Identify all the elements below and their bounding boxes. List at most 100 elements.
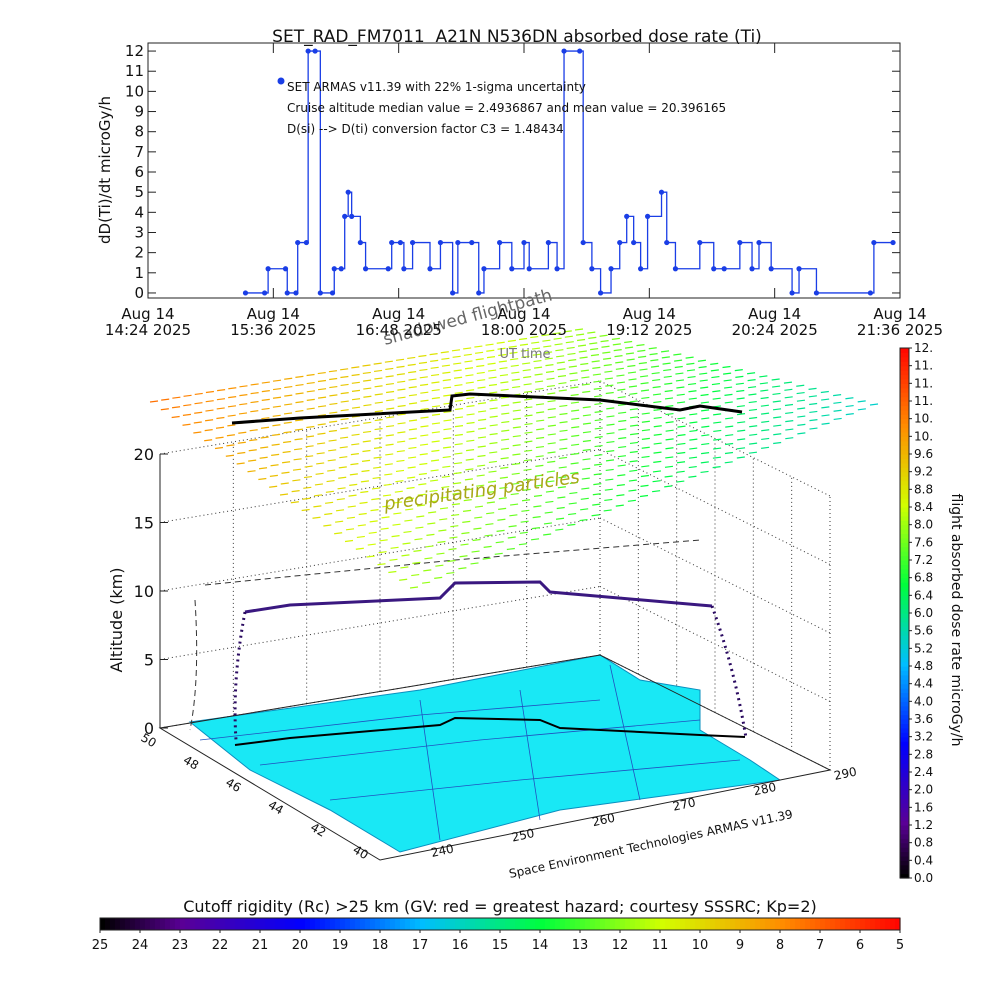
dose-layer-dash — [485, 523, 494, 526]
dose-layer-dash — [301, 508, 310, 512]
dose-layer-dash — [603, 509, 612, 512]
colorbar-cell — [900, 595, 909, 601]
dose-layer-dash — [653, 442, 662, 445]
colorbar-cell — [425, 918, 431, 930]
dose-layer-dash — [431, 413, 441, 416]
dose-layer-dash — [329, 377, 338, 381]
dose-layer-dash — [430, 469, 439, 472]
dose-layer-dash — [512, 435, 521, 438]
colorbar-cell — [900, 414, 909, 420]
dose-layer-dash — [345, 528, 355, 531]
dose-layer-dash — [564, 335, 573, 338]
dose-layer-dash — [594, 418, 603, 422]
dose-layer-dash — [249, 429, 258, 432]
y-tick-label: 6 — [134, 163, 144, 181]
dose-layer-dash — [697, 359, 706, 362]
data-point — [638, 266, 644, 272]
dose-layer-dash — [544, 351, 553, 354]
dose-layer-dash — [350, 453, 359, 456]
dose-layer-dash — [408, 402, 418, 405]
data-point — [624, 213, 630, 219]
colorbar-cell — [805, 918, 811, 930]
dose-layer-dash — [507, 536, 516, 539]
colorbar-tick-label: 2.8 — [914, 747, 933, 761]
dose-layer-dash — [760, 404, 769, 407]
dose-layer-dash — [809, 410, 818, 414]
colorbar-cell — [210, 918, 216, 930]
data-point — [608, 266, 614, 272]
colorbar-cell — [270, 918, 276, 930]
colorbar-tick-label: 13 — [572, 938, 589, 953]
dose-layer-dash — [700, 393, 709, 397]
dose-layer-dash — [558, 456, 568, 460]
dose-layer-dash — [725, 425, 734, 428]
colorbar-cell — [900, 825, 909, 831]
dose-layer-dash — [557, 368, 566, 371]
dose-layer-dash — [315, 472, 324, 475]
dose-layer-dash — [773, 424, 782, 427]
dose-layer-dash — [594, 444, 603, 448]
dose-layer-dash — [677, 417, 686, 420]
dose-layer-dash — [386, 407, 395, 410]
dose-layer-dash — [571, 434, 580, 437]
dose-layer-dash — [784, 388, 793, 391]
dose-layer-dash — [205, 400, 214, 403]
data-point — [497, 239, 503, 246]
z-tick-label: 15 — [134, 514, 154, 533]
dose-layer-dash — [594, 395, 603, 398]
dose-layer-dash — [419, 368, 428, 372]
dose-layer-dash — [559, 412, 568, 416]
data-point — [242, 290, 249, 296]
dose-layer-dash — [723, 379, 732, 382]
dose-layer-dash — [630, 433, 639, 436]
dose-layer-dash — [797, 432, 806, 435]
dose-layer-dash — [749, 425, 758, 428]
dose-layer-dash — [328, 370, 338, 373]
colorbar-cell — [900, 599, 909, 605]
dose-layer-dash — [713, 413, 722, 416]
dose-layer-dash — [337, 487, 346, 490]
legend-label: SET ARMAS v11.39 with 22% 1-sigma uncert… — [287, 80, 586, 94]
colorbar-cell — [900, 688, 909, 694]
dose-layer-dash — [204, 429, 213, 432]
dose-layer-dash — [351, 398, 361, 401]
dose-layer-dash — [636, 344, 645, 347]
dose-layer-dash — [605, 384, 614, 387]
dose-layer-dash — [408, 371, 417, 374]
dose-layer-dash — [374, 410, 383, 413]
dose-layer-dash — [712, 456, 721, 459]
dose-layer-dash — [486, 349, 495, 352]
colorbar-cell — [770, 918, 776, 930]
dose-layer-dash — [688, 456, 698, 459]
colorbar-tick-label: 18 — [372, 938, 389, 953]
colorbar-cell — [875, 918, 881, 930]
dose-layer-dash — [797, 415, 806, 418]
dose-layer-dash — [385, 367, 394, 371]
dose-layer-dash — [374, 393, 383, 396]
dose-layer-dash — [259, 456, 268, 459]
colorbar-tick-label: 6.0 — [914, 606, 933, 620]
dose-layer-dash — [453, 482, 462, 485]
dose-layer-dash — [443, 437, 452, 440]
dose-layer-dash — [701, 409, 710, 412]
dose-layer-dash — [629, 450, 638, 454]
data-point — [389, 239, 395, 246]
colorbar-cell — [900, 643, 909, 649]
dose-layer-dash — [605, 468, 614, 472]
dose-layer-dash — [531, 347, 541, 350]
colorbar-cell — [290, 918, 296, 930]
dose-layer-dash — [605, 391, 614, 395]
dose-layer-dash — [510, 364, 519, 367]
dose-layer-dash — [431, 449, 440, 452]
dose-layer-dash — [563, 330, 572, 333]
dose-layer-dash — [438, 529, 447, 532]
dose-layer-dash — [661, 356, 670, 359]
dose-layer-dash — [521, 509, 530, 512]
caption: Space Environment Technologies ARMAS v11… — [508, 807, 794, 881]
dose-layer-dash — [581, 487, 590, 490]
dose-layer-dash — [735, 382, 744, 385]
dose-layer-dash — [569, 379, 578, 382]
dose-layer-dash — [408, 437, 417, 440]
data-point — [342, 213, 348, 219]
x-tick-label: Aug 14 19:12 2025 — [606, 305, 693, 339]
